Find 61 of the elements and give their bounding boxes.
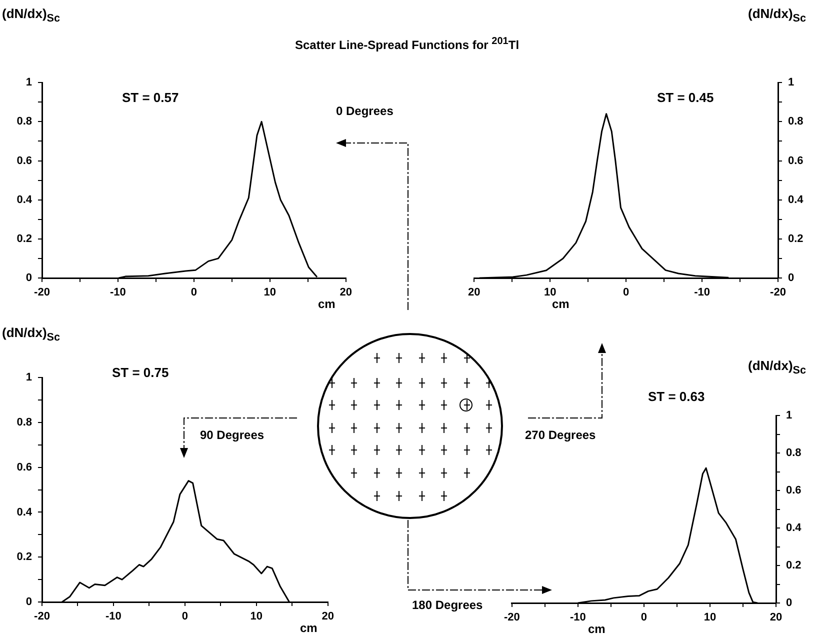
y-tick-label: 0.4	[786, 522, 802, 534]
y-axis-title: (dN/dx)$_{Sc}$	[2, 6, 60, 25]
annotation: 90 Degrees	[200, 428, 264, 442]
y-tick-label: 1	[26, 372, 32, 384]
y-tick-label: 0	[26, 596, 32, 608]
x-tick-label: 10	[544, 286, 556, 299]
x-tick-label: -10	[106, 610, 122, 623]
y-tick-label: 0.8	[16, 116, 32, 128]
x-tick-label: 20	[322, 610, 334, 623]
y-tick-label: 0.4	[16, 194, 33, 206]
x-axis-title: cm	[588, 622, 606, 636]
y-tick-label: 0.2	[786, 560, 802, 572]
annotation: 0 Degrees	[336, 104, 394, 118]
y-tick-label: 0.4	[788, 194, 804, 206]
x-tick-label: -20	[770, 286, 786, 299]
text: 180 Degrees	[412, 598, 483, 612]
annotation: ST = 0.45	[657, 90, 714, 105]
y-tick-label: 1	[788, 76, 794, 89]
x-tick-label: 0	[190, 286, 198, 299]
x-tick-label: 0	[622, 286, 630, 299]
y-tick-label: 0.2	[788, 232, 804, 245]
x-tick-label: 20	[770, 612, 782, 624]
y-tick-label: 0.8	[786, 447, 802, 460]
x-tick-label: 10	[250, 610, 263, 623]
text: ST = 0.63	[648, 389, 705, 404]
y-tick-label: 0.2	[16, 232, 32, 245]
y-tick-label: 1	[26, 76, 32, 89]
text: Scatter Line-Spread Functions for $^{201}$Tl	[294, 36, 520, 52]
x-tick-label: -10	[110, 286, 126, 299]
annotation: ST = 0.57	[122, 90, 179, 105]
y-tick-label: 0	[786, 597, 792, 610]
x-axis-title: cm	[318, 297, 336, 311]
y-tick-label: 0.8	[788, 116, 804, 128]
annotation: 270 Degrees	[525, 428, 596, 442]
x-tick-label: 10	[264, 286, 276, 299]
x-tick-label: 20	[340, 286, 352, 299]
x-tick-label: -20	[504, 612, 520, 624]
y-tick-label: 0.6	[16, 461, 32, 474]
x-axis-title: cm	[552, 297, 570, 311]
x-tick-label: 10	[704, 612, 716, 624]
x-tick-label: -20	[34, 286, 50, 299]
y-tick-label: 1	[786, 410, 792, 422]
y-tick-label: 0.6	[16, 154, 32, 167]
x-tick-label: -10	[570, 612, 586, 624]
y-axis-title: (dN/dx)$_{Sc}$	[2, 325, 60, 344]
x-tick-label: -10	[694, 286, 710, 299]
x-tick-label: 0	[640, 612, 648, 624]
x-tick-label: 20	[468, 286, 480, 299]
y-axis-title: (dN/dx)$_{Sc}$	[748, 358, 806, 377]
x-axis-title: cm	[300, 621, 318, 635]
y-tick-label: 0.6	[786, 484, 802, 497]
y-tick-label: 0	[788, 272, 794, 284]
y-tick-label: 0	[26, 272, 32, 284]
annotation: ST = 0.75	[112, 365, 169, 380]
y-axis-title: (dN/dx)$_{Sc}$	[748, 6, 806, 25]
y-tick-label: 0.6	[788, 154, 804, 167]
y-tick-label: 0.4	[16, 506, 33, 518]
y-tick-label: 0.8	[16, 416, 32, 429]
x-tick-label: 0	[182, 610, 188, 623]
y-tick-label: 0.2	[16, 551, 32, 564]
x-tick-label: -20	[34, 610, 50, 623]
